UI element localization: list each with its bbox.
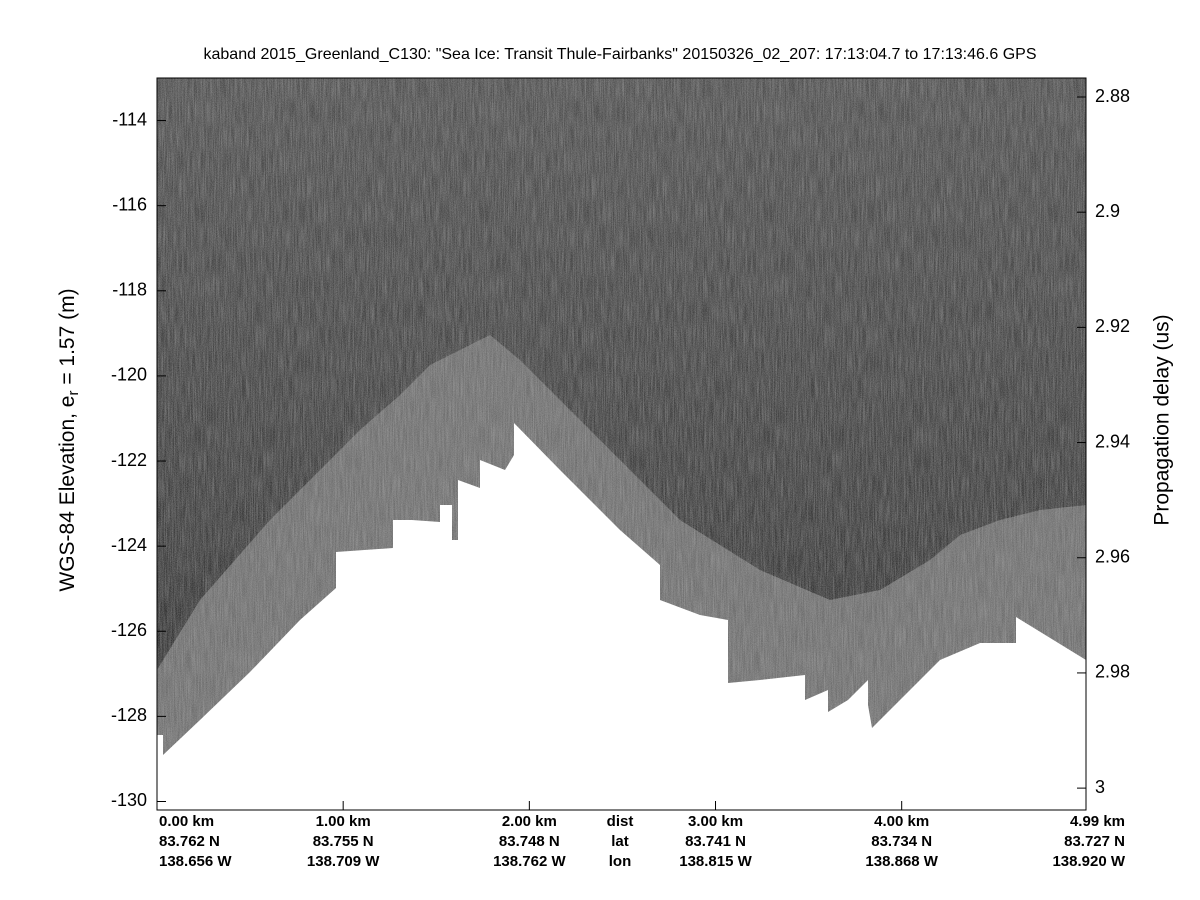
- y2-tick-label: 2.94: [1095, 431, 1130, 451]
- y2-tick-label: 2.9: [1095, 201, 1120, 221]
- x-tick-label: 3.00 km: [688, 813, 743, 830]
- y-tick-label: -126: [111, 620, 147, 640]
- x-tick-lon: 138.656 W: [159, 853, 232, 870]
- y-tick-label: -122: [111, 450, 147, 470]
- y-tick-label: -120: [111, 365, 147, 385]
- y2-tick-label: 2.98: [1095, 662, 1130, 682]
- y-label-part: WGS-84 Elevation, e: [56, 396, 79, 592]
- x-tick-lat: 83.727 N: [1064, 833, 1125, 850]
- y-tick-label: -124: [111, 535, 147, 555]
- y-tick-label: -118: [112, 280, 147, 300]
- y2-tick-label: 2.88: [1095, 86, 1130, 106]
- y2-tick-label: 3: [1095, 777, 1105, 797]
- x-tick-label: 4.99 km: [1070, 813, 1125, 830]
- row-label: lat: [611, 833, 629, 850]
- x-tick-lon: 138.920 W: [1052, 853, 1125, 870]
- x-tick-label: 2.00 km: [502, 813, 557, 830]
- x-tick-lat: 83.755 N: [313, 833, 374, 850]
- echogram-image: [157, 78, 1086, 810]
- y-tick-label: -116: [112, 194, 147, 214]
- x-tick-lat: 83.748 N: [499, 833, 560, 850]
- x-tick-lon: 138.762 W: [493, 853, 566, 870]
- plot-frame: [156, 77, 1087, 811]
- x-tick-lon: 138.815 W: [679, 853, 752, 870]
- x-tick-label: 0.00 km: [159, 813, 214, 830]
- row-label: lon: [609, 853, 632, 870]
- x-tick-lon: 138.868 W: [865, 853, 938, 870]
- y-label-sub: r: [65, 391, 82, 396]
- chart-title: kaband 2015_Greenland_C130: "Sea Ice: Tr…: [204, 46, 1037, 63]
- y-tick-label: -130: [111, 790, 147, 810]
- x-tick-label: 4.00 km: [874, 813, 929, 830]
- y2-tick-label: 2.96: [1095, 546, 1130, 566]
- y-tick-label: -114: [112, 109, 147, 129]
- y-axis-label: WGS-84 Elevation, er = 1.57 (m): [56, 288, 82, 591]
- y2-tick-label: 2.92: [1095, 316, 1130, 336]
- x-tick-lat: 83.734 N: [871, 833, 932, 850]
- y-label-part: = 1.57 (m): [56, 288, 79, 390]
- x-tick-lat: 83.762 N: [159, 833, 220, 850]
- x-tick-lon: 138.709 W: [307, 853, 380, 870]
- x-tick-label: 1.00 km: [316, 813, 371, 830]
- y2-axis-label: Propagation delay (us): [1151, 314, 1174, 525]
- y-tick-label: -128: [111, 705, 147, 725]
- x-tick-lat: 83.741 N: [685, 833, 746, 850]
- row-label: dist: [607, 813, 634, 830]
